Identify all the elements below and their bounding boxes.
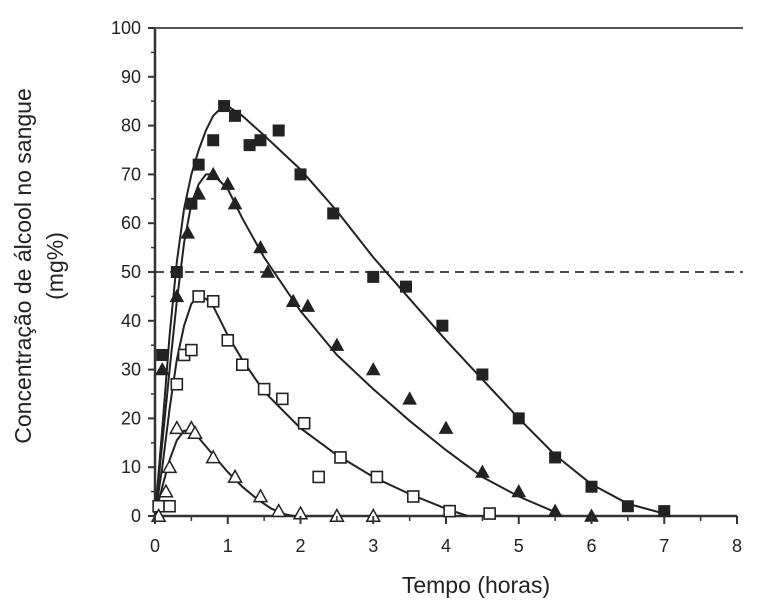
data-point-filled-square <box>294 168 307 181</box>
data-point-open-square <box>221 334 235 347</box>
axis-ticks: 0 10 20 30 40 50 60 70 80 90 100 0 1 2 3 4 5 6 7 8 <box>111 18 742 556</box>
data-point-open-square <box>236 358 249 372</box>
data-point-open-square <box>276 392 289 406</box>
data-point-filled-square <box>476 368 489 381</box>
data-point-open-square <box>297 416 311 430</box>
data-point-open-square <box>206 294 220 308</box>
data-point-filled-square <box>254 134 267 147</box>
data-point-filled-square <box>229 109 242 122</box>
data-point-filled-square <box>243 139 256 152</box>
y-axis-title-line-1: Concentração de álcool no sangue <box>10 88 36 443</box>
data-point-open-triangle <box>169 420 185 435</box>
data-point-open-square <box>163 499 176 513</box>
x-tick-label: 7 <box>659 536 669 556</box>
data-point-filled-square <box>512 412 525 425</box>
data-point-open-square <box>257 382 271 396</box>
data-point-filled-triangle <box>220 176 236 190</box>
x-tick-label: 6 <box>586 536 596 556</box>
fit-curve-filled-square <box>154 104 665 517</box>
data-point-open-square <box>370 470 384 484</box>
data-markers <box>150 100 671 522</box>
data-point-filled-triangle <box>300 298 316 312</box>
y-axis-title: Concentração de álcool no sangue (mg%) <box>10 88 68 443</box>
y-axis-title-line-2: (mg%) <box>42 232 68 300</box>
data-point-open-square <box>443 504 456 518</box>
fit-curves <box>154 104 665 517</box>
fit-curve-filled-triangle <box>154 173 563 517</box>
data-point-open-triangle <box>227 468 243 483</box>
data-point-filled-square <box>272 124 285 137</box>
x-tick-label: 2 <box>295 536 305 556</box>
x-tick-label: 1 <box>223 536 233 556</box>
data-point-open-triangle <box>161 459 178 474</box>
y-tick-label: 50 <box>121 262 141 282</box>
data-point-filled-square <box>218 100 231 113</box>
data-point-open-triangle <box>158 483 174 498</box>
data-point-open-square <box>334 451 347 464</box>
y-tick-label: 80 <box>121 116 141 136</box>
data-point-filled-square <box>185 197 198 210</box>
data-point-filled-square <box>170 266 183 278</box>
data-point-filled-square <box>658 505 671 518</box>
data-point-filled-triangle <box>180 225 196 239</box>
fit-curve-open-square <box>154 295 469 517</box>
data-point-filled-triangle <box>227 196 243 210</box>
data-point-open-triangle <box>252 488 269 503</box>
y-tick-label: 60 <box>121 213 141 233</box>
data-point-open-triangle <box>270 503 287 518</box>
data-point-filled-triangle <box>205 166 221 181</box>
data-point-filled-triangle <box>365 362 381 376</box>
data-point-filled-triangle <box>438 420 454 434</box>
data-point-filled-triangle <box>169 288 185 303</box>
data-point-filled-triangle <box>154 362 170 376</box>
data-point-filled-triangle <box>511 484 527 498</box>
data-point-filled-triangle <box>191 186 206 200</box>
y-tick-label: 40 <box>121 311 141 331</box>
data-point-filled-triangle <box>329 337 345 351</box>
data-point-filled-square <box>207 134 220 147</box>
data-point-filled-square <box>156 348 169 361</box>
data-point-filled-square <box>327 207 340 220</box>
x-tick-label: 3 <box>368 536 378 556</box>
data-point-filled-square <box>436 319 449 332</box>
data-point-open-triangle <box>205 449 221 464</box>
data-point-filled-square <box>367 270 380 283</box>
data-point-open-square <box>192 290 205 303</box>
fit-curve-open-triangle <box>154 429 294 517</box>
data-point-filled-triangle <box>285 293 301 307</box>
y-tick-label: 10 <box>121 457 141 477</box>
data-point-open-square <box>312 470 325 484</box>
data-point-open-triangle <box>329 507 345 522</box>
y-tick-label: 0 <box>131 506 141 526</box>
data-point-open-square <box>406 490 420 503</box>
y-tick-label: 90 <box>121 67 141 87</box>
y-tick-label: 70 <box>121 164 141 184</box>
x-tick-label: 8 <box>732 536 742 556</box>
data-point-filled-square <box>549 451 562 464</box>
x-tick-label: 5 <box>514 536 524 556</box>
y-tick-label: 20 <box>121 408 141 428</box>
x-axis-title: Tempo (horas) <box>402 572 550 598</box>
data-point-filled-triangle <box>475 464 490 478</box>
data-point-filled-triangle <box>260 264 276 278</box>
x-tick-label: 0 <box>150 536 160 556</box>
data-point-filled-square <box>399 280 412 293</box>
data-point-filled-triangle <box>253 240 268 254</box>
data-point-open-triangle <box>187 424 203 439</box>
data-point-open-square <box>170 377 184 391</box>
data-point-open-square <box>185 343 198 357</box>
x-tick-label: 4 <box>441 536 451 556</box>
data-point-filled-triangle <box>402 391 417 405</box>
y-tick-label: 30 <box>121 360 141 380</box>
y-tick-label: 100 <box>111 18 141 38</box>
data-point-filled-square <box>192 158 205 171</box>
data-point-filled-square <box>585 480 598 493</box>
data-point-open-square <box>483 507 496 520</box>
data-point-filled-square <box>621 500 634 513</box>
